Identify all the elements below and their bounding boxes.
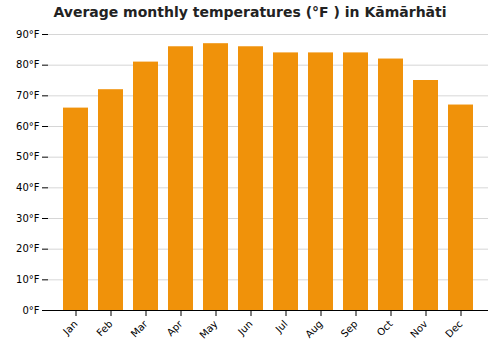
svg-text:90°F: 90°F: [16, 29, 40, 40]
svg-text:60°F: 60°F: [16, 121, 40, 132]
svg-text:70°F: 70°F: [16, 90, 40, 101]
svg-text:Aug: Aug: [303, 318, 325, 340]
svg-text:Apr: Apr: [165, 318, 186, 339]
svg-text:Sep: Sep: [339, 318, 360, 339]
svg-text:Feb: Feb: [94, 318, 114, 338]
svg-text:80°F: 80°F: [16, 59, 40, 70]
svg-text:May: May: [197, 318, 219, 340]
svg-text:Nov: Nov: [408, 318, 430, 340]
html-text:Average monthly temperatures (: Average monthly temperatures (°F ) in Kā…: [53, 4, 447, 20]
svg-text:Dec: Dec: [443, 318, 464, 339]
svg-text:10°F: 10°F: [16, 274, 40, 285]
svg-text:Jul: Jul: [273, 318, 290, 335]
svg-text:30°F: 30°F: [16, 213, 40, 224]
svg-text:Oct: Oct: [375, 318, 395, 338]
svg-text:Jan: Jan: [60, 318, 79, 337]
svg-text:0°F: 0°F: [22, 305, 39, 316]
svg-text:Mar: Mar: [129, 318, 151, 340]
svg-text:50°F: 50°F: [16, 151, 40, 162]
svg-text:Jun: Jun: [235, 318, 255, 338]
svg-text:40°F: 40°F: [16, 182, 40, 193]
svg-text:20°F: 20°F: [16, 243, 40, 254]
